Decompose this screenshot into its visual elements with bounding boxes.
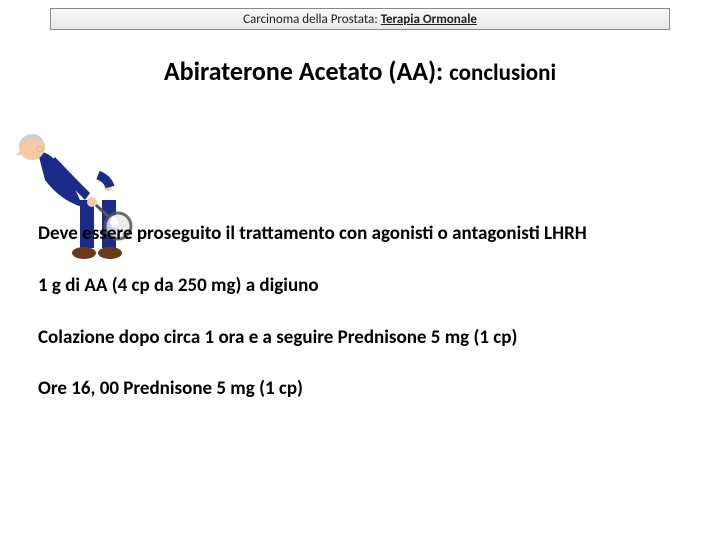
title-main: Abiraterone Acetato (AA):	[164, 55, 449, 87]
header-text: Carcinoma della Prostata: Terapia Ormona…	[243, 12, 477, 27]
paragraph-2: 1 g di AA (4 cp da 250 mg) a digiuno	[38, 274, 690, 298]
paragraph-3: Colazione dopo circa 1 ora e a seguire P…	[38, 326, 690, 350]
slide-header: Carcinoma della Prostata: Terapia Ormona…	[50, 8, 670, 30]
paragraph-1: Deve essere proseguito il trattamento co…	[38, 222, 690, 246]
paragraph-4: Ore 16, 00 Prednisone 5 mg (1 cp)	[38, 377, 690, 401]
content-area: Deve essere proseguito il trattamento co…	[38, 222, 690, 429]
slide-title: Abiraterone Acetato (AA): conclusioni	[0, 55, 720, 87]
header-prefix: Carcinoma della Prostata:	[243, 12, 381, 27]
title-sub: conclusioni	[449, 59, 556, 87]
header-emphasis: Terapia Ormonale	[381, 12, 477, 27]
